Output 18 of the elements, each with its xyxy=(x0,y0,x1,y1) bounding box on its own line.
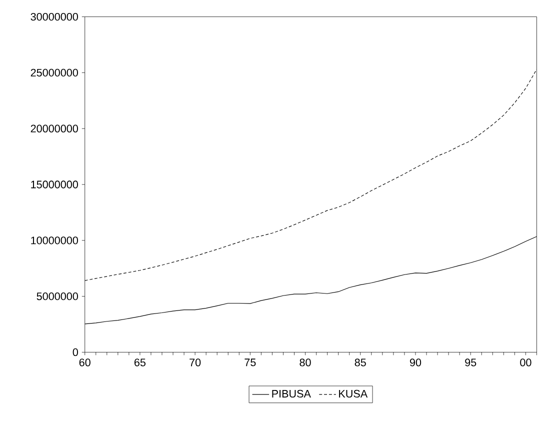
x-tick-label: 60 xyxy=(79,358,90,366)
y-tick-label: 25000000 xyxy=(30,68,78,76)
y-tick-label: 15000000 xyxy=(31,180,78,188)
legend-label: KUSA xyxy=(339,390,368,398)
y-tick-label: 5000000 xyxy=(36,292,78,300)
x-tick-label: 75 xyxy=(244,358,256,366)
x-tick-label: 80 xyxy=(300,358,311,366)
y-tick-label: 0 xyxy=(72,348,78,356)
x-tick-label: 65 xyxy=(134,358,146,366)
x-tick-label: 85 xyxy=(354,358,366,366)
y-tick-label: 10000000 xyxy=(31,236,78,244)
y-tick-label: 30000000 xyxy=(30,12,78,21)
x-tick-label: 00 xyxy=(520,358,532,366)
y-tick-label: 20000000 xyxy=(30,124,78,132)
x-tick-label: 95 xyxy=(465,358,476,366)
x-tick-label: 90 xyxy=(410,358,422,366)
x-tick-label: 70 xyxy=(190,358,201,366)
legend-label: PIBUSA xyxy=(272,390,311,398)
